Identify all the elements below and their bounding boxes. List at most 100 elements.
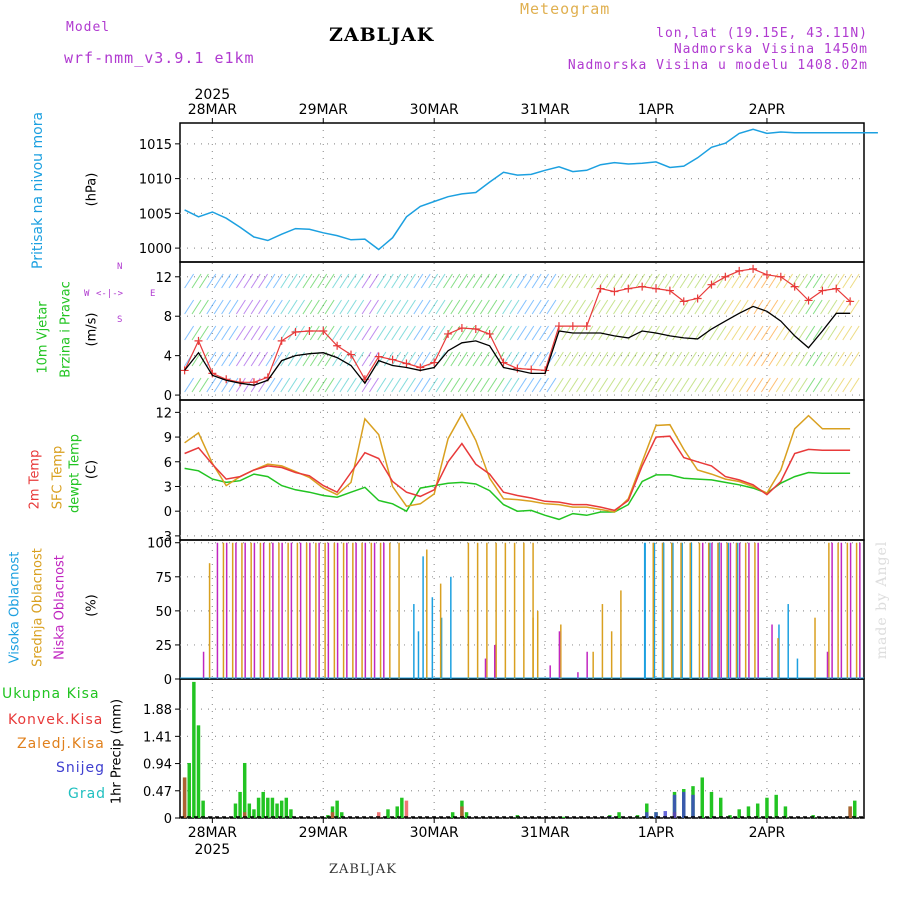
station-title: ZABLJAK [329, 24, 435, 46]
wind-barb [339, 377, 350, 393]
wind-barb [613, 273, 623, 289]
wind-barb [746, 273, 757, 289]
wind-barb [324, 351, 335, 367]
wind-gust-marker [679, 297, 688, 306]
wind-barb [191, 273, 202, 289]
precip-total-bar [617, 812, 621, 818]
wind-barb [213, 351, 224, 367]
wind-barb [346, 377, 357, 393]
wind-barb [664, 351, 675, 367]
wind-barb [827, 351, 838, 367]
wind-barb [613, 299, 623, 315]
precip-total-bar [746, 806, 751, 818]
precip-total-bar [270, 797, 275, 818]
wind-barb [701, 299, 712, 315]
wind-barb [376, 325, 387, 341]
wind-gust-marker [194, 336, 203, 345]
wind-barb [576, 299, 586, 315]
precipitation-tick-label: 1.41 [143, 730, 172, 745]
wind-barb [295, 273, 305, 289]
wind-gust-marker [402, 359, 411, 368]
wind-barb [760, 351, 771, 367]
wind-barb [694, 273, 705, 289]
wind-barb [687, 377, 697, 393]
wind-barb [657, 299, 668, 315]
temperature-tick-label: 3 [164, 480, 172, 495]
wind-barb [664, 325, 675, 341]
wind-barb [516, 325, 527, 341]
wind-barb [420, 299, 431, 315]
temperature-tick-label: 9 [164, 431, 172, 446]
wind-key-s: S [117, 315, 123, 325]
wind-barb [406, 325, 416, 341]
wind-barb [605, 351, 616, 367]
wind-barb [553, 299, 564, 315]
wind-barb [672, 273, 683, 289]
wind-gust-marker [735, 266, 744, 275]
wind-barb [746, 325, 757, 341]
wind-barb [672, 325, 683, 341]
wind-barb [280, 273, 291, 289]
wind-barb [760, 299, 771, 315]
wind-barb [428, 273, 439, 289]
wind-barb [553, 273, 564, 289]
wind-barb [783, 299, 794, 315]
wind-barb [479, 299, 490, 315]
date-label-bottom: 29MAR [299, 825, 348, 841]
wind-barb [827, 325, 838, 341]
wind-barb [753, 299, 764, 315]
precip-total-bar [252, 809, 256, 818]
wind-barb [235, 351, 246, 367]
precip-total-bar [238, 791, 242, 818]
wind-barb [235, 377, 246, 393]
wind-barb [834, 325, 845, 341]
wind-barb [738, 351, 749, 367]
pressure-tick-label: 1000 [139, 242, 172, 257]
wind-barb [783, 273, 794, 289]
wind-barb [642, 351, 653, 367]
wind-barb [317, 299, 328, 315]
wind-barb [213, 377, 224, 393]
wind-barb [509, 325, 520, 341]
wind-barb [731, 325, 742, 341]
wind-gust-marker [721, 272, 730, 281]
wind-barb [361, 325, 372, 341]
wind-gust-marker [652, 284, 661, 293]
wind-barb [760, 377, 771, 393]
wind-barb [376, 351, 387, 367]
wind-barb [228, 351, 239, 367]
precip-snow-bar [672, 794, 677, 818]
wind-barb [768, 325, 779, 341]
wind-gust-marker [347, 350, 355, 359]
wind-barb [701, 351, 712, 367]
wind-barb [420, 351, 431, 367]
wind-barb [487, 273, 498, 289]
wind-barb [812, 273, 823, 289]
wind-barb [561, 299, 572, 315]
wind-barb [391, 299, 402, 315]
precip-total-bar [196, 725, 201, 818]
wind-gust-marker [471, 325, 480, 334]
wind-barb [531, 377, 542, 393]
wind-barb [650, 299, 660, 315]
date-label-bottom: 30MAR [410, 825, 459, 841]
wind-barb [760, 273, 771, 289]
wind-barb [620, 351, 631, 367]
wind-barb [450, 377, 461, 393]
wind-barb [339, 325, 350, 341]
wind-barb [184, 299, 195, 315]
wind-barb [295, 299, 305, 315]
precip-snow-bar [654, 812, 658, 818]
wind-barb [620, 299, 631, 315]
wind-barb [738, 325, 749, 341]
wind-barb [250, 273, 261, 289]
wind-barb [398, 273, 409, 289]
wind-barb [509, 299, 520, 315]
wind-gust-marker [277, 336, 286, 345]
wind-barb [450, 299, 461, 315]
wind-gust-marker [596, 284, 605, 293]
wind-barb [738, 273, 749, 289]
wind-barb [457, 299, 468, 315]
wind-barb [413, 299, 424, 315]
